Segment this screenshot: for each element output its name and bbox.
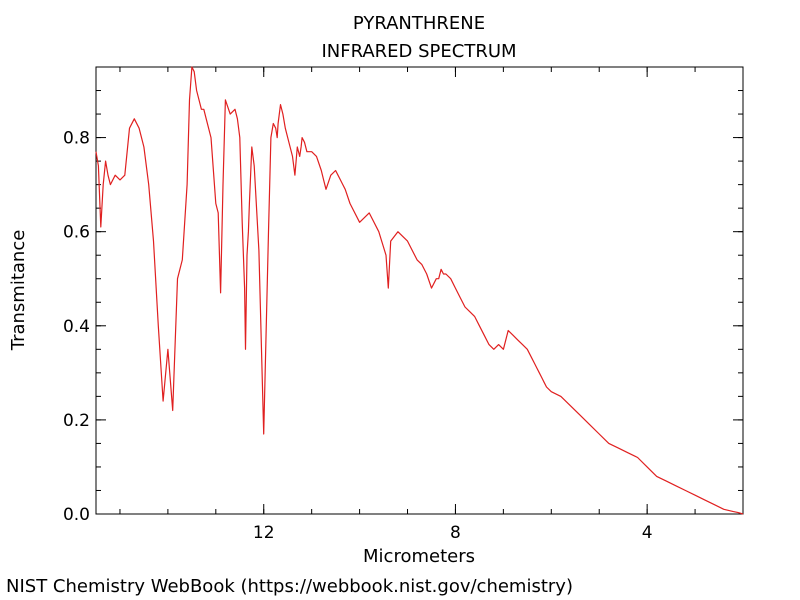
y-tick-label: 0.6 bbox=[63, 223, 90, 243]
spectrum-series-line bbox=[95, 66, 744, 515]
plot-frame bbox=[95, 66, 744, 515]
chart-subtitle: INFRARED SPECTRUM bbox=[321, 41, 516, 62]
x-tick-label: 8 bbox=[450, 523, 461, 543]
x-tick-label: 4 bbox=[642, 523, 653, 543]
source-credit: NIST Chemistry WebBook (https://webbook.… bbox=[6, 576, 573, 597]
y-tick-label: 0.2 bbox=[63, 411, 90, 431]
y-tick-label: 0.8 bbox=[63, 129, 90, 149]
y-tick-label: 0.4 bbox=[63, 317, 90, 337]
y-tick-label: 0.0 bbox=[63, 505, 90, 525]
axis-ticks: 12 8 4 0.0 0.2 0.4 0.6 0.8 bbox=[63, 67, 744, 543]
chart-title: PYRANTHRENE bbox=[353, 13, 485, 34]
y-axis-label: Transmitance bbox=[8, 230, 29, 352]
x-tick-label: 12 bbox=[253, 523, 275, 543]
x-axis-label: Micrometers bbox=[363, 546, 475, 567]
series-layer bbox=[95, 66, 744, 515]
